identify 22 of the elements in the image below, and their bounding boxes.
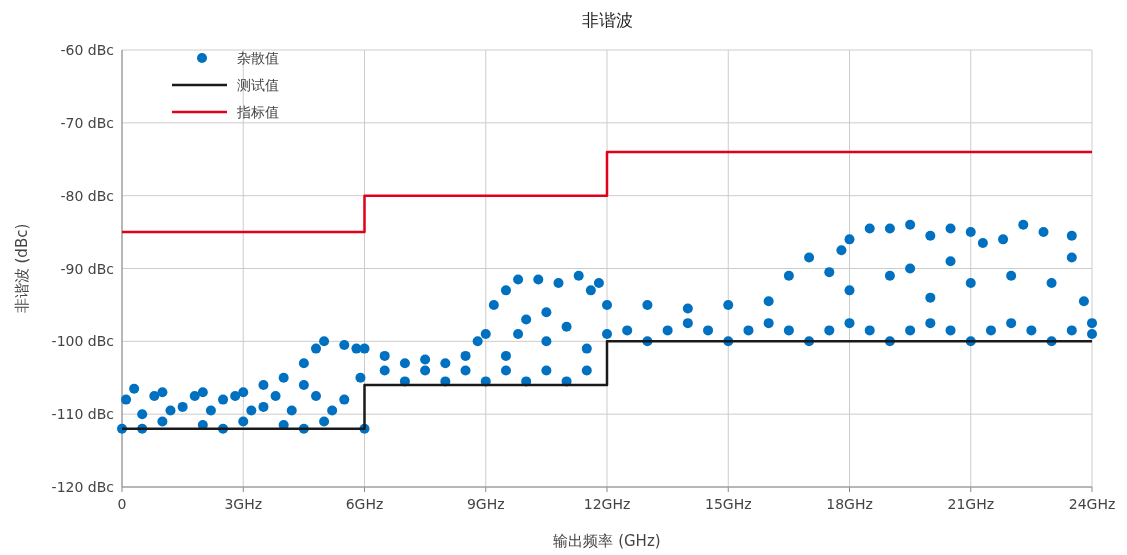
x-tick-label: 3GHz	[224, 496, 263, 512]
x-tick-label: 21GHz	[947, 496, 995, 512]
x-axis-title: 输出频率 (GHz)	[553, 532, 661, 550]
x-tick-label: 15GHz	[704, 496, 752, 512]
x-tick-label: 6GHz	[345, 496, 384, 512]
y-tick-label: -90 dBc	[60, 260, 114, 277]
x-tick-label: 0	[117, 496, 127, 512]
legend-label: 指标值	[236, 104, 279, 120]
y-tick-label: -60 dBc	[60, 42, 114, 58]
x-tick-label: 12GHz	[583, 496, 631, 512]
y-tick-label: -70 dBc	[60, 114, 114, 131]
legend-label: 杂散值	[237, 50, 279, 66]
y-tick-label: -120 dBc	[51, 479, 114, 495]
x-tick-label: 24GHz	[1068, 496, 1116, 512]
y-tick-label: -100 dBc	[51, 333, 114, 350]
y-tick-label: -110 dBc	[51, 406, 114, 423]
x-tick-label: 18GHz	[826, 496, 873, 512]
y-tick-label: -80 dBc	[60, 187, 114, 204]
legend-label: 测试值	[237, 77, 279, 93]
y-axis-title: 非谐波 (dBc)	[13, 223, 31, 314]
x-tick-label: 9GHz	[466, 496, 505, 512]
chart-title: 非谐波	[581, 10, 633, 30]
